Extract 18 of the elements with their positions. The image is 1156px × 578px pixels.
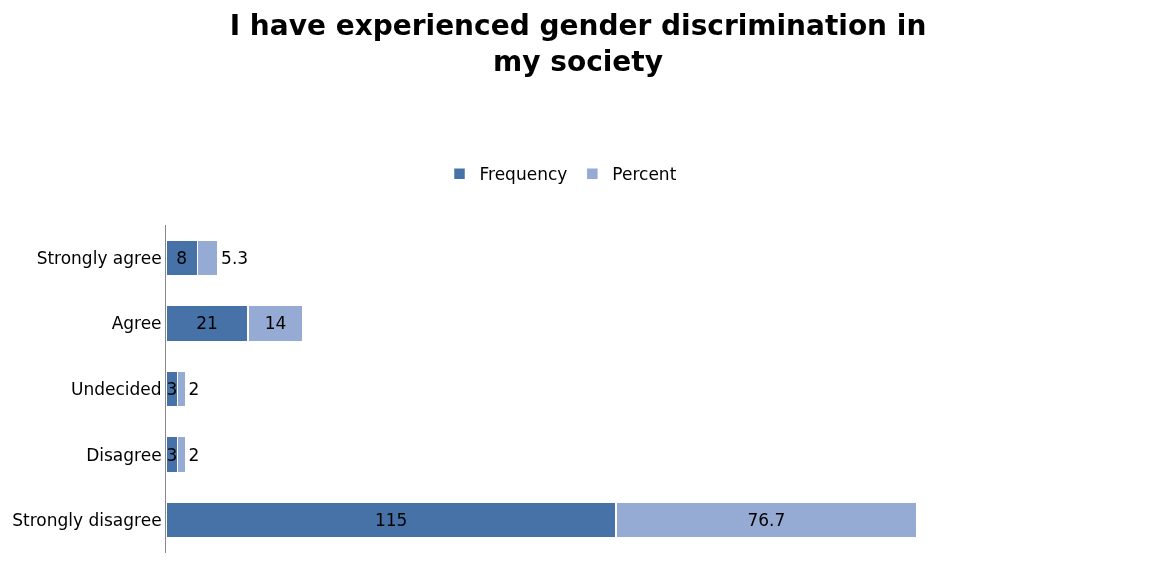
data-label: 2 bbox=[188, 444, 200, 465]
y-tick-label: Disagree bbox=[86, 444, 162, 465]
data-label: 3 bbox=[166, 379, 178, 399]
y-tick-label: Undecided bbox=[71, 378, 162, 399]
data-label: 115 bbox=[374, 510, 408, 531]
data-label: 14 bbox=[264, 313, 287, 334]
y-tick-label: Strongly disagree bbox=[12, 510, 162, 531]
data-label: 3 bbox=[166, 444, 178, 465]
chart-title: I have experienced gender discrimination in my society bbox=[229, 8, 927, 79]
data-label: 21 bbox=[196, 313, 218, 334]
data-label: 2 bbox=[188, 379, 200, 399]
legend-label: Percent bbox=[612, 164, 677, 185]
data-label: 8 bbox=[176, 247, 188, 268]
data-label: 76.7 bbox=[747, 510, 786, 531]
y-tick-label: Strongly agree bbox=[36, 247, 162, 268]
y-tick-label: Agree bbox=[111, 313, 162, 334]
legend-label: Frequency bbox=[479, 164, 568, 185]
data-label: 5.3 bbox=[221, 247, 249, 268]
